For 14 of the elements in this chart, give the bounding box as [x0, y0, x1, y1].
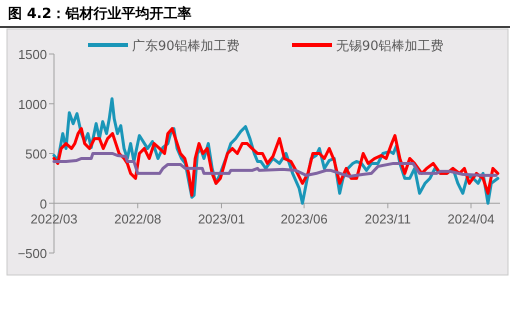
chart-title: 图 4.2：铝材行业平均开工率: [8, 5, 192, 22]
y-tick-label: −500: [18, 246, 47, 261]
x-tick-label: 2023/06: [280, 211, 328, 226]
y-tick-label: 500: [25, 146, 47, 162]
y-tick-label: 0: [40, 196, 47, 212]
x-tick-label: 2022/03: [30, 211, 78, 226]
x-tick-label: 2024/04: [447, 211, 494, 226]
x-tick-label: 2023/11: [364, 211, 411, 226]
y-tick-label: 1000: [18, 96, 47, 112]
y-tick-label: 1500: [18, 47, 47, 62]
legend-label: 无锡90铝棒加工费: [336, 39, 444, 54]
legend-label: 广东90铝棒加工费: [132, 39, 240, 54]
x-tick-label: 2023/01: [198, 211, 245, 226]
x-tick-label: 2022/08: [114, 211, 162, 226]
